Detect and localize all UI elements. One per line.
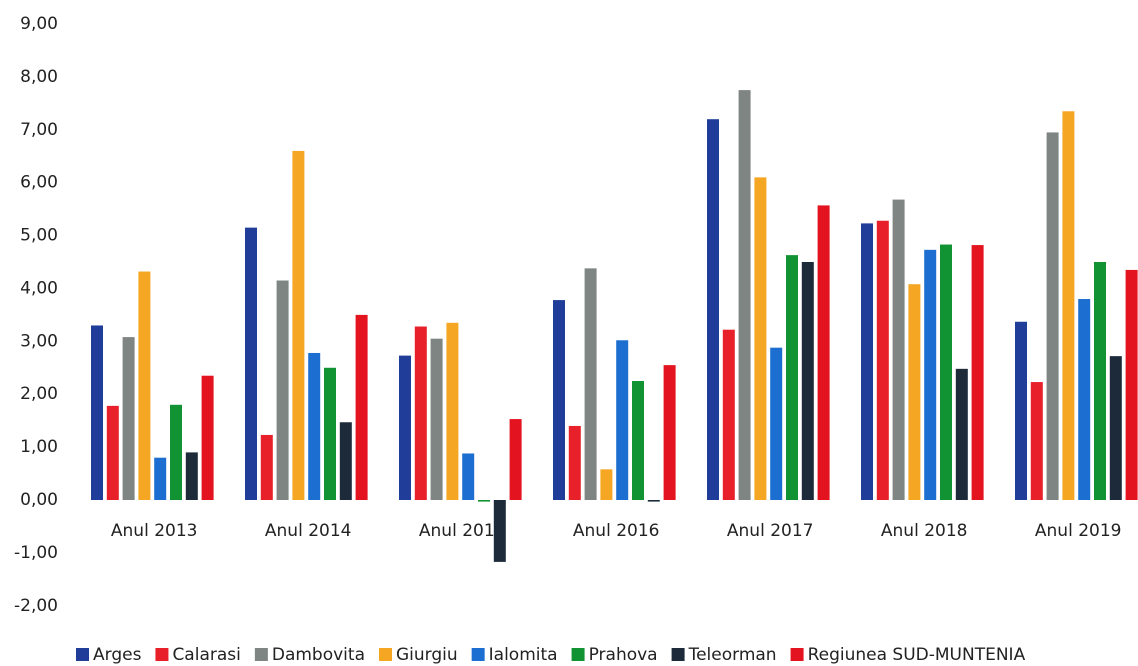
bar bbox=[786, 255, 798, 500]
bar bbox=[663, 365, 676, 500]
bar bbox=[892, 199, 905, 500]
bar bbox=[632, 381, 644, 500]
legend-label: Teleorman bbox=[688, 645, 777, 665]
bar bbox=[1062, 111, 1075, 501]
legend-label: Regiunea SUD-MUNTENIA bbox=[808, 645, 1026, 665]
y-tick-label: 2,00 bbox=[20, 384, 58, 404]
bar bbox=[478, 500, 490, 502]
y-tick-label: 7,00 bbox=[20, 120, 58, 140]
y-tick-label: 6,00 bbox=[20, 173, 58, 193]
y-tick-label: 9,00 bbox=[20, 14, 58, 34]
bar bbox=[260, 434, 273, 500]
bar bbox=[801, 262, 814, 500]
legend-label: Calarasi bbox=[172, 645, 240, 665]
y-tick-label: 5,00 bbox=[20, 226, 58, 246]
legend-label: Ialomita bbox=[489, 645, 558, 665]
bar bbox=[616, 340, 629, 500]
bar bbox=[908, 284, 921, 500]
bar bbox=[955, 368, 968, 500]
bar bbox=[355, 314, 368, 500]
legend-swatch bbox=[471, 648, 485, 661]
bar bbox=[170, 404, 182, 500]
x-tick-label: Anul 2019 bbox=[1035, 521, 1122, 541]
bar bbox=[185, 452, 198, 500]
bar bbox=[754, 177, 767, 500]
bar bbox=[738, 90, 751, 500]
legend-label: Prahova bbox=[589, 645, 658, 665]
y-tick-label: 8,00 bbox=[20, 67, 58, 87]
bar bbox=[339, 422, 352, 500]
y-tick-label: 1,00 bbox=[20, 437, 58, 457]
legend-swatch bbox=[76, 648, 89, 661]
x-tick-label: Anul 2015 bbox=[419, 521, 506, 541]
y-tick-label: -2,00 bbox=[14, 596, 58, 616]
bar bbox=[462, 453, 475, 500]
bar bbox=[876, 220, 889, 500]
legend-label: Giurgiu bbox=[396, 645, 458, 665]
y-tick-label: 4,00 bbox=[20, 278, 58, 298]
bar bbox=[1046, 132, 1059, 500]
legend-swatch bbox=[571, 648, 585, 661]
bar bbox=[1094, 262, 1106, 500]
legend-swatch bbox=[790, 648, 804, 661]
bar bbox=[276, 280, 289, 500]
bar bbox=[399, 355, 411, 500]
bar bbox=[1125, 269, 1138, 500]
bar bbox=[324, 367, 336, 500]
bar bbox=[770, 347, 783, 500]
legend-swatch bbox=[254, 648, 268, 661]
bar bbox=[138, 271, 151, 500]
y-tick-label: -1,00 bbox=[14, 543, 58, 563]
bar bbox=[91, 325, 103, 500]
bar bbox=[245, 227, 257, 500]
bar bbox=[1015, 321, 1027, 500]
bar bbox=[647, 500, 660, 502]
bar bbox=[584, 268, 597, 500]
bar bbox=[493, 500, 506, 562]
bar bbox=[154, 457, 167, 500]
x-tick-label: Anul 2016 bbox=[573, 521, 660, 541]
bar bbox=[707, 119, 719, 500]
bar bbox=[1109, 356, 1122, 500]
bar bbox=[861, 223, 873, 500]
bar bbox=[1078, 299, 1091, 500]
x-tick-label: Anul 2014 bbox=[265, 521, 352, 541]
y-tick-label: 3,00 bbox=[20, 331, 58, 351]
bar bbox=[201, 375, 214, 500]
bar bbox=[122, 337, 135, 500]
bar bbox=[430, 338, 443, 500]
bar bbox=[553, 300, 565, 500]
bar bbox=[1030, 382, 1043, 500]
bar bbox=[600, 469, 613, 500]
bar bbox=[568, 425, 581, 500]
legend-swatch bbox=[671, 648, 685, 661]
bar bbox=[940, 244, 952, 500]
bar bbox=[414, 326, 427, 500]
bar bbox=[106, 405, 119, 500]
x-tick-label: Anul 2018 bbox=[881, 521, 968, 541]
x-tick-label: Anul 2013 bbox=[111, 521, 198, 541]
bar bbox=[817, 205, 830, 501]
bar bbox=[971, 245, 984, 500]
x-tick-label: Anul 2017 bbox=[727, 521, 814, 541]
bar bbox=[722, 329, 735, 500]
bar bbox=[446, 322, 459, 500]
legend-swatch bbox=[155, 648, 169, 661]
bar bbox=[308, 352, 321, 500]
legend-label: Arges bbox=[93, 645, 142, 665]
bar bbox=[509, 419, 522, 500]
legend-label: Dambovita bbox=[272, 645, 365, 665]
legend-swatch bbox=[379, 648, 392, 661]
y-tick-label: 0,00 bbox=[20, 490, 58, 510]
bar bbox=[292, 150, 305, 500]
bar bbox=[924, 249, 937, 500]
